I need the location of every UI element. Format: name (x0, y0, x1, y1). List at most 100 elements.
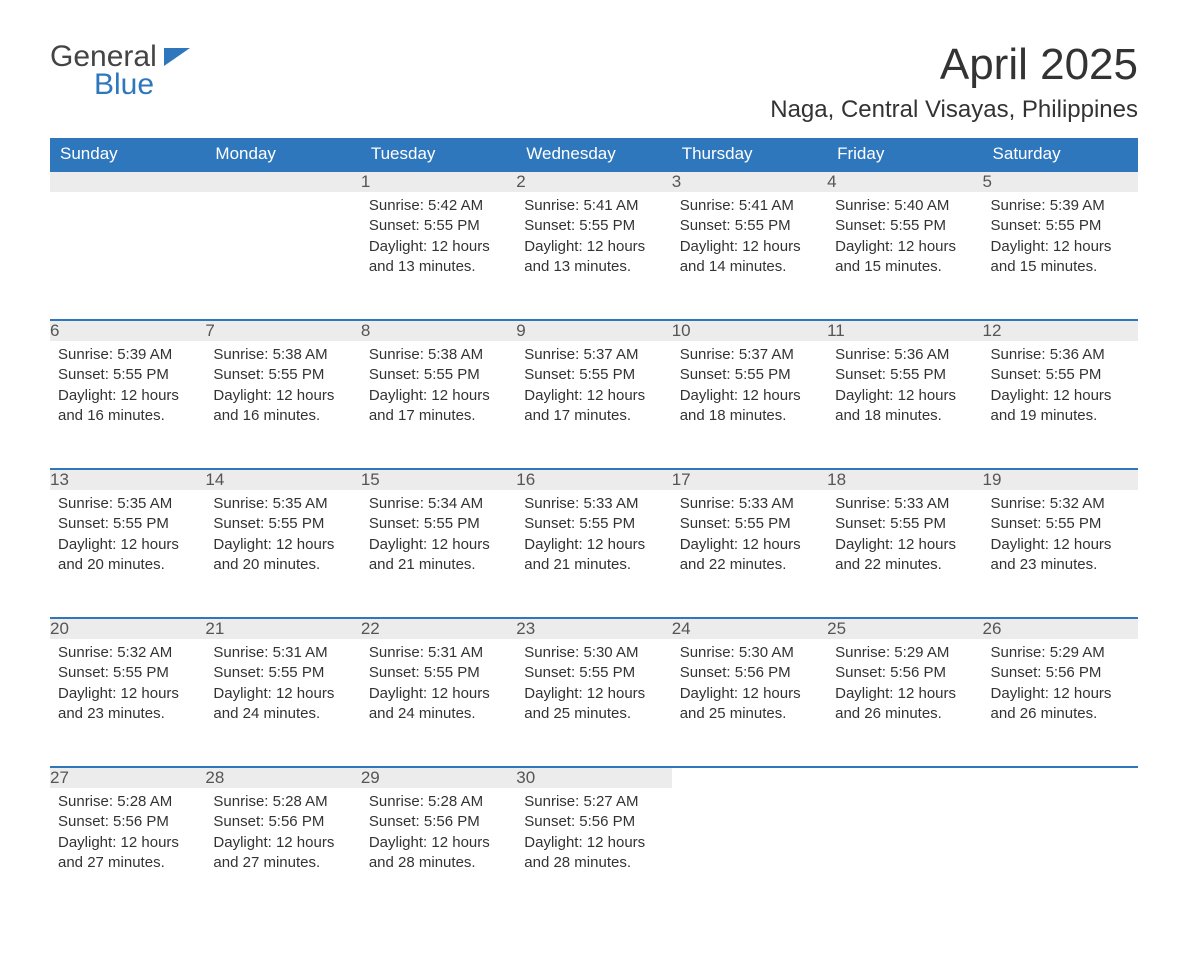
day-number: 30 (516, 767, 671, 788)
daylight-text-2: and 21 minutes. (369, 555, 508, 575)
daynum-row: 6789101112 (50, 320, 1138, 341)
sunset-text: Sunset: 5:56 PM (58, 812, 197, 832)
sunrise-text: Sunrise: 5:29 AM (991, 643, 1130, 663)
day-content: Sunrise: 5:39 AMSunset: 5:55 PMDaylight:… (50, 341, 205, 440)
sunset-text: Sunset: 5:55 PM (991, 365, 1130, 385)
title-block: April 2025 Naga, Central Visayas, Philip… (770, 40, 1138, 124)
sunset-text: Sunset: 5:55 PM (369, 365, 508, 385)
sunset-text: Sunset: 5:56 PM (524, 812, 663, 832)
sunset-text: Sunset: 5:56 PM (991, 663, 1130, 683)
day-number: 4 (827, 171, 982, 192)
daylight-text-2: and 18 minutes. (680, 406, 819, 426)
day-cell: Sunrise: 5:35 AMSunset: 5:55 PMDaylight:… (50, 490, 205, 618)
day-cell: Sunrise: 5:39 AMSunset: 5:55 PMDaylight:… (50, 341, 205, 469)
day-number-empty (50, 171, 205, 192)
sunset-text: Sunset: 5:55 PM (369, 216, 508, 236)
daylight-text-2: and 26 minutes. (991, 704, 1130, 724)
daylight-text-2: and 26 minutes. (835, 704, 974, 724)
day-number-empty (205, 171, 360, 192)
day-content: Sunrise: 5:28 AMSunset: 5:56 PMDaylight:… (205, 788, 360, 887)
daylight-text-2: and 13 minutes. (369, 257, 508, 277)
day-content: Sunrise: 5:33 AMSunset: 5:55 PMDaylight:… (516, 490, 671, 589)
daynum-row: 20212223242526 (50, 618, 1138, 639)
daylight-text-1: Daylight: 12 hours (369, 535, 508, 555)
day-cell: Sunrise: 5:41 AMSunset: 5:55 PMDaylight:… (672, 192, 827, 320)
daylight-text-2: and 14 minutes. (680, 257, 819, 277)
day-cell: Sunrise: 5:27 AMSunset: 5:56 PMDaylight:… (516, 788, 671, 916)
sunset-text: Sunset: 5:56 PM (680, 663, 819, 683)
day-cell: Sunrise: 5:32 AMSunset: 5:55 PMDaylight:… (50, 639, 205, 767)
day-number: 10 (672, 320, 827, 341)
daylight-text-1: Daylight: 12 hours (835, 386, 974, 406)
daylight-text-2: and 21 minutes. (524, 555, 663, 575)
day-content: Sunrise: 5:29 AMSunset: 5:56 PMDaylight:… (827, 639, 982, 738)
daylight-text-2: and 22 minutes. (835, 555, 974, 575)
daylight-text-1: Daylight: 12 hours (991, 237, 1130, 257)
day-cell: Sunrise: 5:29 AMSunset: 5:56 PMDaylight:… (983, 639, 1138, 767)
day-content: Sunrise: 5:31 AMSunset: 5:55 PMDaylight:… (361, 639, 516, 738)
weekday-header: Monday (205, 138, 360, 171)
day-number: 5 (983, 171, 1138, 192)
sunset-text: Sunset: 5:55 PM (369, 514, 508, 534)
daylight-text-1: Daylight: 12 hours (524, 535, 663, 555)
sunrise-text: Sunrise: 5:31 AM (213, 643, 352, 663)
daynum-row: 27282930 (50, 767, 1138, 788)
daylight-text-2: and 20 minutes. (213, 555, 352, 575)
sunset-text: Sunset: 5:55 PM (524, 216, 663, 236)
daylight-text-1: Daylight: 12 hours (213, 386, 352, 406)
day-cell: Sunrise: 5:33 AMSunset: 5:55 PMDaylight:… (827, 490, 982, 618)
daycell-row: Sunrise: 5:28 AMSunset: 5:56 PMDaylight:… (50, 788, 1138, 916)
day-content: Sunrise: 5:29 AMSunset: 5:56 PMDaylight:… (983, 639, 1138, 738)
sunrise-text: Sunrise: 5:33 AM (835, 494, 974, 514)
sunrise-text: Sunrise: 5:30 AM (680, 643, 819, 663)
daylight-text-1: Daylight: 12 hours (835, 684, 974, 704)
daylight-text-1: Daylight: 12 hours (680, 684, 819, 704)
sunset-text: Sunset: 5:55 PM (58, 514, 197, 534)
day-cell: Sunrise: 5:32 AMSunset: 5:55 PMDaylight:… (983, 490, 1138, 618)
sunset-text: Sunset: 5:55 PM (213, 663, 352, 683)
day-number: 22 (361, 618, 516, 639)
daylight-text-1: Daylight: 12 hours (369, 684, 508, 704)
logo-triangle-icon (164, 48, 190, 66)
day-cell (983, 788, 1138, 916)
sunrise-text: Sunrise: 5:41 AM (680, 196, 819, 216)
sunset-text: Sunset: 5:55 PM (524, 663, 663, 683)
day-content: Sunrise: 5:41 AMSunset: 5:55 PMDaylight:… (516, 192, 671, 291)
day-number: 23 (516, 618, 671, 639)
day-cell: Sunrise: 5:28 AMSunset: 5:56 PMDaylight:… (361, 788, 516, 916)
day-number-empty (983, 767, 1138, 788)
day-content: Sunrise: 5:40 AMSunset: 5:55 PMDaylight:… (827, 192, 982, 291)
daylight-text-1: Daylight: 12 hours (991, 386, 1130, 406)
day-content: Sunrise: 5:30 AMSunset: 5:55 PMDaylight:… (516, 639, 671, 738)
day-cell: Sunrise: 5:31 AMSunset: 5:55 PMDaylight:… (205, 639, 360, 767)
day-content: Sunrise: 5:35 AMSunset: 5:55 PMDaylight:… (205, 490, 360, 589)
day-content: Sunrise: 5:42 AMSunset: 5:55 PMDaylight:… (361, 192, 516, 291)
daylight-text-2: and 15 minutes. (835, 257, 974, 277)
sunrise-text: Sunrise: 5:29 AM (835, 643, 974, 663)
sunset-text: Sunset: 5:55 PM (835, 514, 974, 534)
daylight-text-1: Daylight: 12 hours (680, 386, 819, 406)
day-content: Sunrise: 5:30 AMSunset: 5:56 PMDaylight:… (672, 639, 827, 738)
day-content: Sunrise: 5:28 AMSunset: 5:56 PMDaylight:… (50, 788, 205, 887)
day-cell: Sunrise: 5:38 AMSunset: 5:55 PMDaylight:… (361, 341, 516, 469)
day-content: Sunrise: 5:32 AMSunset: 5:55 PMDaylight:… (983, 490, 1138, 589)
sunset-text: Sunset: 5:55 PM (680, 216, 819, 236)
day-number: 26 (983, 618, 1138, 639)
sunrise-text: Sunrise: 5:37 AM (524, 345, 663, 365)
sunrise-text: Sunrise: 5:35 AM (213, 494, 352, 514)
day-number-empty (672, 767, 827, 788)
sunrise-text: Sunrise: 5:38 AM (369, 345, 508, 365)
day-content: Sunrise: 5:37 AMSunset: 5:55 PMDaylight:… (672, 341, 827, 440)
day-number: 28 (205, 767, 360, 788)
sunset-text: Sunset: 5:55 PM (991, 514, 1130, 534)
sunrise-text: Sunrise: 5:33 AM (524, 494, 663, 514)
sunset-text: Sunset: 5:56 PM (835, 663, 974, 683)
day-number: 25 (827, 618, 982, 639)
weekday-header: Sunday (50, 138, 205, 171)
day-cell (205, 192, 360, 320)
sunrise-text: Sunrise: 5:33 AM (680, 494, 819, 514)
weekday-header: Saturday (983, 138, 1138, 171)
day-cell: Sunrise: 5:30 AMSunset: 5:55 PMDaylight:… (516, 639, 671, 767)
weekday-header: Tuesday (361, 138, 516, 171)
sunrise-text: Sunrise: 5:41 AM (524, 196, 663, 216)
